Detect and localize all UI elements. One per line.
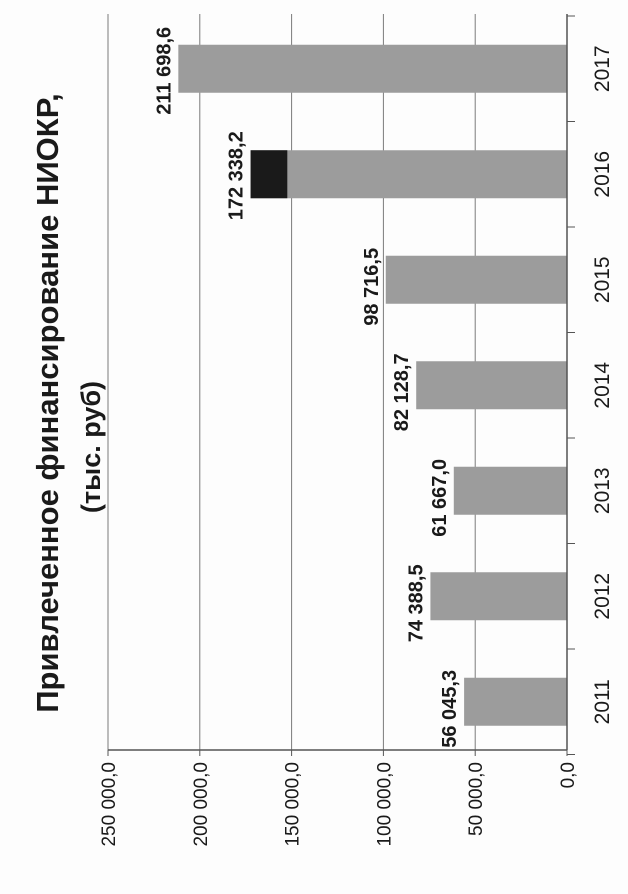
bar-2017 — [178, 44, 568, 93]
bar-2013 — [453, 466, 567, 515]
bar-highlight-2016 — [250, 150, 288, 199]
data-label: 82 128,7 — [391, 353, 413, 431]
bars — [178, 44, 568, 726]
bar-2011 — [464, 677, 567, 726]
data-label: 98 716,5 — [361, 248, 383, 326]
value-tick-label: 200 000,0 — [191, 762, 212, 847]
value-tick-label: 100 000,0 — [374, 762, 395, 847]
category-label: 2014 — [591, 362, 614, 409]
category-label: 2013 — [591, 467, 614, 514]
chart-subtitle: (тыс. руб) — [76, 381, 106, 513]
data-label: 56 045,3 — [439, 670, 461, 748]
chart-title: Привлеченное финансирование НИОКР, — [30, 93, 65, 712]
bar-2016 — [250, 150, 567, 199]
data-label: 74 388,5 — [405, 564, 427, 642]
category-label: 2015 — [591, 256, 614, 303]
bar-2012 — [430, 572, 567, 621]
data-label: 61 667,0 — [429, 459, 451, 537]
data-labels: 56 045,3 74 388,5 61 667,0 82 128,7 98 716,5… — [153, 27, 461, 748]
category-label: 2017 — [591, 45, 614, 92]
category-label: 2012 — [591, 573, 614, 620]
data-label: 172 338,2 — [226, 131, 248, 220]
bar-2015 — [385, 255, 567, 304]
data-label: 211 698,6 — [153, 27, 175, 115]
value-tick-label: 50 000,0 — [466, 762, 487, 836]
value-tick-label: 250 000,0 — [99, 762, 120, 847]
value-tick-label: 0,0 — [558, 762, 579, 788]
category-label: 2011 — [591, 679, 614, 724]
category-label: 2016 — [591, 151, 614, 198]
axes: 0,0 50 000,0 100 000,0 150 000,0 200 000,0 25… — [99, 14, 614, 847]
bar-2014 — [416, 361, 567, 410]
grid-lines — [107, 14, 476, 750]
value-tick-label: 150 000,0 — [283, 762, 304, 847]
